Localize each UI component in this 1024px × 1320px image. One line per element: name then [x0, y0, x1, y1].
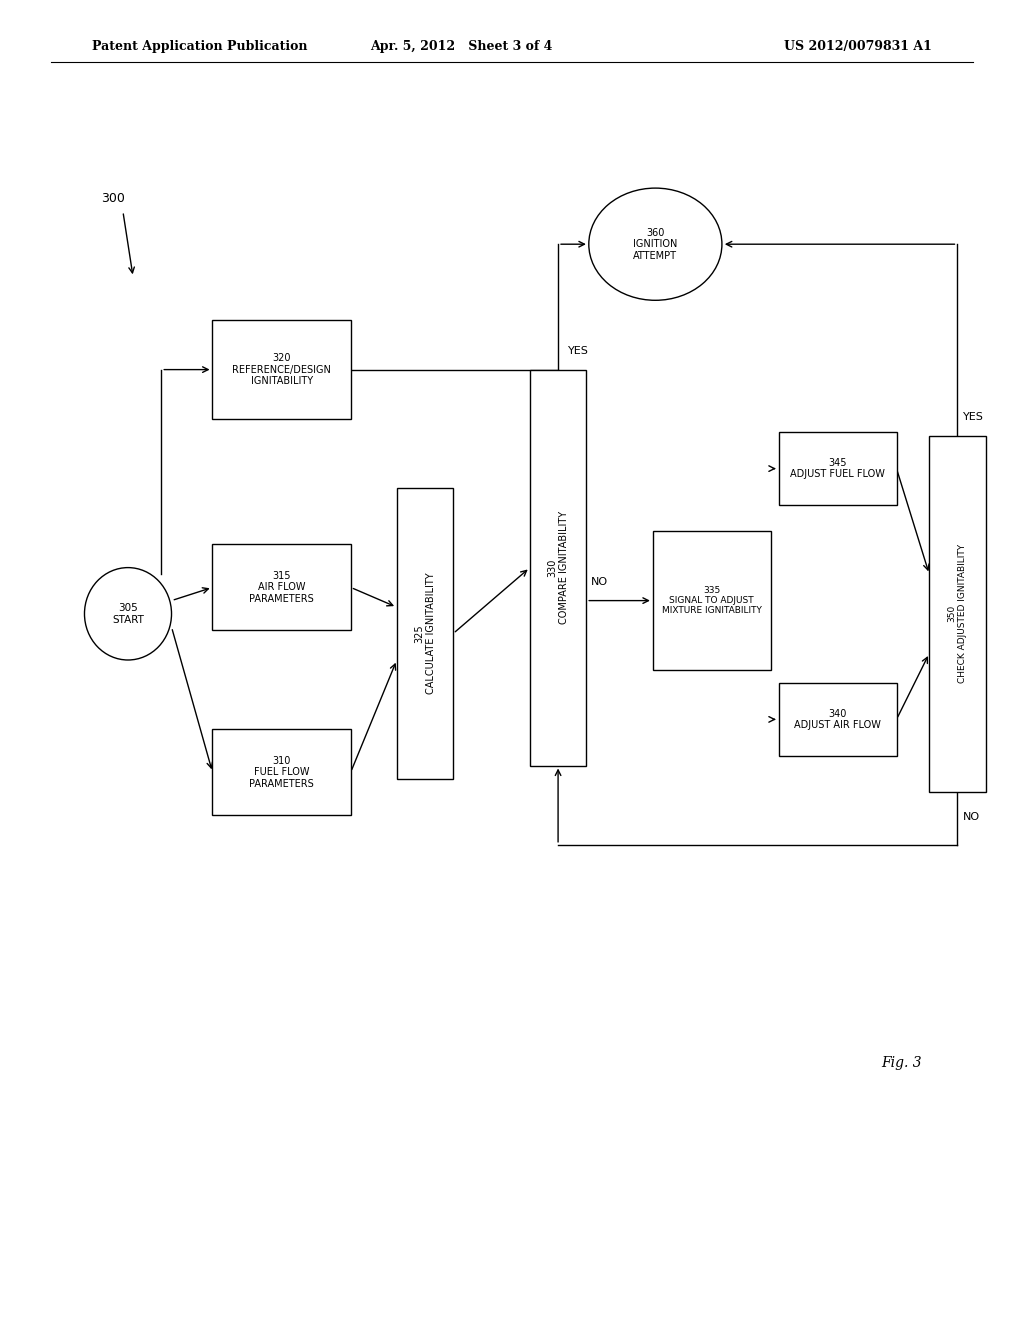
FancyBboxPatch shape — [653, 531, 770, 671]
Ellipse shape — [589, 189, 722, 301]
Text: NO: NO — [592, 577, 608, 587]
FancyBboxPatch shape — [213, 321, 350, 420]
Text: 315
AIR FLOW
PARAMETERS: 315 AIR FLOW PARAMETERS — [249, 570, 314, 605]
Text: 340
ADJUST AIR FLOW: 340 ADJUST AIR FLOW — [795, 709, 881, 730]
Text: NO: NO — [963, 812, 980, 822]
Text: 300: 300 — [100, 191, 125, 205]
FancyBboxPatch shape — [213, 544, 350, 630]
FancyBboxPatch shape — [778, 432, 897, 504]
Text: YES: YES — [963, 412, 983, 422]
FancyBboxPatch shape — [213, 729, 350, 816]
Ellipse shape — [84, 568, 172, 660]
FancyBboxPatch shape — [930, 436, 986, 792]
FancyBboxPatch shape — [778, 684, 897, 755]
Text: US 2012/0079831 A1: US 2012/0079831 A1 — [784, 40, 932, 53]
Text: YES: YES — [568, 346, 589, 356]
Text: 330
COMPARE IGNITABILITY: 330 COMPARE IGNITABILITY — [547, 511, 569, 624]
Text: Fig. 3: Fig. 3 — [881, 1056, 922, 1069]
Text: 360
IGNITION
ATTEMPT: 360 IGNITION ATTEMPT — [633, 227, 678, 261]
Text: 310
FUEL FLOW
PARAMETERS: 310 FUEL FLOW PARAMETERS — [249, 755, 314, 789]
Text: 320
REFERENCE/DESIGN
IGNITABILITY: 320 REFERENCE/DESIGN IGNITABILITY — [232, 352, 331, 387]
FancyBboxPatch shape — [396, 488, 453, 779]
Text: Apr. 5, 2012   Sheet 3 of 4: Apr. 5, 2012 Sheet 3 of 4 — [370, 40, 552, 53]
Text: 325
CALCULATE IGNITABILITY: 325 CALCULATE IGNITABILITY — [414, 573, 436, 694]
Text: 345
ADJUST FUEL FLOW: 345 ADJUST FUEL FLOW — [791, 458, 885, 479]
FancyBboxPatch shape — [530, 370, 587, 766]
Text: 350
CHECK ADJUSTED IGNITABILITY: 350 CHECK ADJUSTED IGNITABILITY — [948, 544, 967, 684]
Text: 305
START: 305 START — [112, 603, 144, 624]
Text: Patent Application Publication: Patent Application Publication — [92, 40, 307, 53]
Text: 335
SIGNAL TO ADJUST
MIXTURE IGNITABILITY: 335 SIGNAL TO ADJUST MIXTURE IGNITABILIT… — [662, 586, 762, 615]
